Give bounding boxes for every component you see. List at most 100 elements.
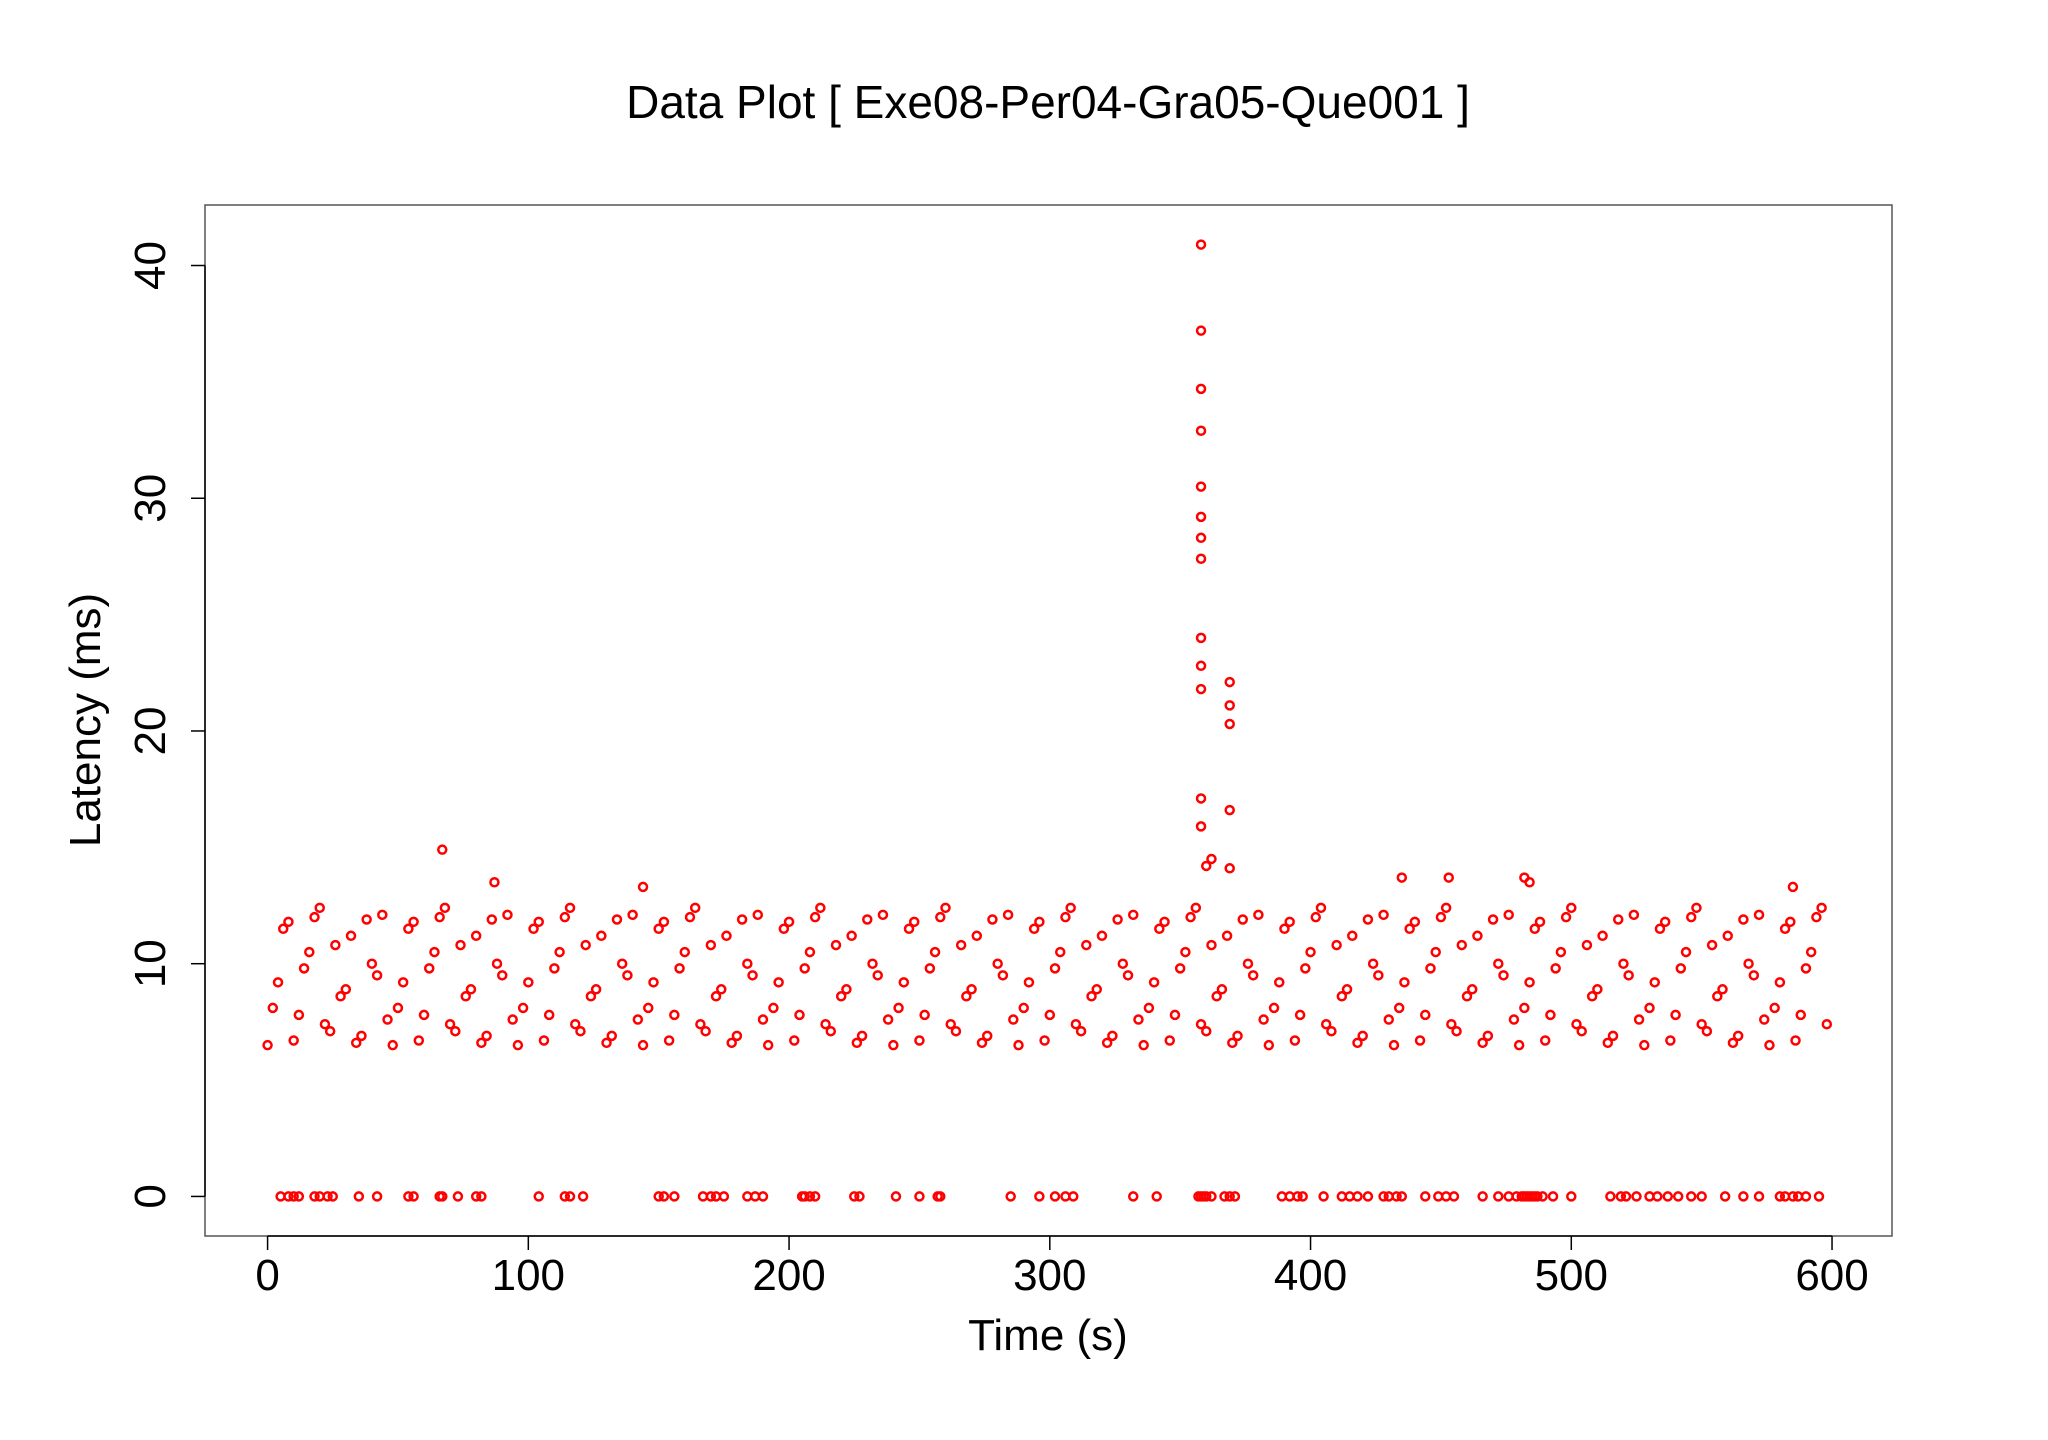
point [1185, 911, 1196, 923]
point [1399, 977, 1410, 988]
point [1206, 1191, 1217, 1202]
point [554, 946, 565, 958]
point [867, 958, 878, 969]
point [1631, 1191, 1642, 1202]
point [559, 1191, 571, 1202]
point [1219, 1191, 1230, 1202]
point [1081, 939, 1092, 951]
point [371, 1191, 383, 1202]
point [1644, 1002, 1655, 1014]
point [533, 1191, 544, 1202]
point [627, 909, 638, 921]
point [992, 958, 1003, 969]
point [1164, 1035, 1175, 1046]
point [1430, 946, 1441, 958]
point [809, 911, 821, 923]
y-tick-label: 30 [126, 474, 175, 523]
y-tick-label: 20 [126, 706, 175, 755]
point [1821, 1018, 1833, 1030]
point [452, 1191, 464, 1202]
point [1672, 1191, 1684, 1202]
point [1618, 958, 1629, 969]
point [1774, 977, 1786, 988]
point [1605, 1191, 1616, 1202]
point [324, 1025, 336, 1037]
point [1732, 1030, 1744, 1042]
point [851, 1037, 863, 1049]
point [1396, 1191, 1408, 1202]
point [1034, 1191, 1045, 1202]
point [1320, 1018, 1332, 1030]
point [1404, 923, 1415, 935]
point [1326, 1025, 1337, 1037]
point [1615, 1191, 1627, 1202]
point [1685, 1191, 1697, 1202]
chart-title: Data Plot [ Exe08-Per04-Gra05-Que001 ] [626, 76, 1470, 128]
point [309, 1191, 320, 1202]
point [1532, 1191, 1543, 1202]
point [616, 958, 628, 969]
point [1049, 1191, 1061, 1202]
point [1297, 1191, 1308, 1202]
point [1305, 946, 1316, 958]
point [799, 1191, 810, 1202]
point [1597, 930, 1608, 942]
point [496, 970, 508, 981]
plot-frame [204, 204, 1893, 1237]
point [1315, 902, 1327, 914]
point [1357, 1030, 1368, 1042]
point [1545, 1009, 1556, 1021]
point [1753, 1191, 1765, 1202]
point [674, 963, 685, 974]
point [908, 916, 920, 928]
point [1800, 1191, 1812, 1202]
point [408, 1191, 419, 1202]
point [1362, 1191, 1374, 1202]
point [1039, 1035, 1050, 1046]
point [371, 970, 383, 981]
point [1396, 872, 1408, 883]
point [523, 977, 534, 988]
point [1279, 923, 1290, 935]
point [1117, 958, 1129, 969]
point [643, 1002, 654, 1014]
point [893, 1002, 904, 1014]
point [1388, 1039, 1400, 1051]
point [564, 902, 576, 914]
point [1764, 1039, 1775, 1051]
point [789, 1035, 800, 1046]
point [1785, 916, 1796, 928]
point [1722, 930, 1733, 942]
point [1435, 911, 1447, 923]
point [489, 876, 500, 888]
x-axis-label: Time (s) [968, 1311, 1128, 1360]
point [1190, 902, 1202, 914]
point [444, 1018, 456, 1030]
point [684, 911, 696, 923]
point [486, 914, 498, 925]
point [429, 946, 440, 958]
point [882, 1014, 894, 1025]
point [528, 923, 539, 935]
point [470, 1191, 482, 1202]
point [1675, 963, 1687, 974]
point [835, 991, 847, 1002]
point [1748, 970, 1760, 981]
point [971, 930, 983, 942]
point [1393, 1002, 1405, 1014]
point [1466, 984, 1478, 995]
point [1691, 902, 1702, 914]
point [648, 977, 659, 988]
point [726, 1037, 737, 1049]
point [794, 1009, 805, 1021]
point [596, 930, 607, 942]
point [1258, 1014, 1269, 1025]
point [1493, 1191, 1504, 1202]
point [997, 970, 1009, 981]
point [1268, 1002, 1280, 1014]
point [1224, 804, 1235, 816]
point [716, 984, 727, 995]
y-axis-label: Latency (ms) [61, 593, 110, 847]
point [1195, 683, 1207, 695]
